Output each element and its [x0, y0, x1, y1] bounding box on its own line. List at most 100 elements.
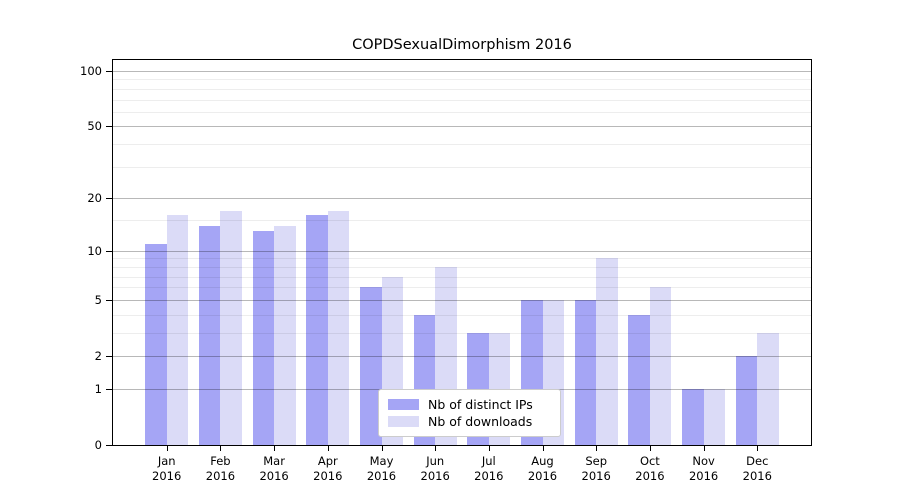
xtick-year-nov: 2016 — [688, 469, 719, 483]
legend-swatch-distinct-ips — [388, 399, 419, 410]
xtick-year-aug: 2016 — [527, 469, 558, 483]
xtick-mark-dec — [757, 446, 759, 451]
ytick-mark-0 — [106, 445, 112, 446]
bar-sep-ips — [574, 299, 597, 445]
xtick-label-jul: Jul 2016 — [459, 454, 519, 484]
ytick-mark-50 — [106, 126, 112, 128]
gridline-major-5 — [113, 299, 811, 301]
bar-oct-ips — [628, 314, 650, 445]
gridline-major-100 — [113, 71, 811, 72]
gridline-minor-8 — [113, 266, 811, 268]
xtick-year-dec: 2016 — [742, 469, 772, 483]
legend: Nb of distinct IPs Nb of downloads — [378, 389, 561, 437]
gridline-major-10 — [113, 250, 811, 252]
xtick-year-apr: 2016 — [313, 469, 343, 483]
xtick-month-jan: Jan — [157, 454, 176, 468]
xtick-mark-jan — [166, 446, 168, 451]
xtick-month-jun: Jun — [426, 454, 445, 468]
xtick-label-aug: Aug 2016 — [513, 454, 573, 484]
xtick-year-jun: 2016 — [420, 469, 450, 483]
xtick-mark-jul — [488, 446, 490, 451]
xtick-label-oct: Oct 2016 — [620, 454, 680, 484]
xtick-label-sep: Sep 2016 — [566, 454, 626, 484]
ytick-label-1: 1 — [94, 381, 102, 396]
gridline-minor-70 — [113, 99, 811, 101]
ytick-label-0: 0 — [94, 438, 102, 452]
bar-feb-ips — [198, 225, 221, 445]
ytick-label-10: 10 — [87, 243, 102, 258]
xtick-year-feb: 2016 — [205, 469, 236, 483]
xtick-year-sep: 2016 — [581, 469, 611, 483]
xtick-mark-may — [381, 446, 383, 451]
gridline-minor-9 — [113, 258, 811, 260]
legend-swatch-downloads — [388, 416, 419, 427]
bar-jan-downloads — [166, 215, 189, 445]
gridline-minor-60 — [113, 111, 811, 113]
xtick-month-jul: Jul — [481, 454, 496, 468]
gridline-minor-30 — [113, 166, 811, 168]
bar-apr-downloads — [327, 210, 350, 445]
xtick-month-sep: Sep — [585, 454, 608, 468]
ytick-mark-5 — [106, 299, 112, 301]
gridline-major-50 — [113, 126, 811, 128]
xtick-mark-apr — [327, 446, 329, 451]
gridline-major-20 — [113, 198, 811, 200]
gridline-minor-40 — [113, 144, 811, 146]
ytick-label-50: 50 — [87, 119, 102, 134]
xtick-label-jan: Jan 2016 — [137, 454, 197, 484]
gridline-minor-4 — [113, 314, 811, 316]
xtick-label-mar: Mar 2016 — [244, 454, 304, 484]
xtick-month-nov: Nov — [692, 454, 715, 468]
xtick-mark-oct — [649, 446, 651, 451]
bar-dec-ips — [735, 356, 758, 445]
ytick-mark-10 — [106, 250, 112, 252]
xtick-mark-jun — [435, 446, 437, 451]
legend-item-downloads: Nb of downloads — [388, 413, 551, 430]
bar-sep-downloads — [596, 258, 618, 445]
legend-label-downloads: Nb of downloads — [428, 414, 533, 429]
xtick-mark-sep — [596, 446, 598, 451]
ytick-mark-100 — [106, 71, 112, 72]
xtick-month-may: May — [369, 454, 394, 468]
gridline-minor-7 — [113, 276, 811, 278]
xtick-mark-feb — [220, 446, 222, 451]
legend-label-distinct-ips: Nb of distinct IPs — [428, 397, 533, 412]
ytick-label-5: 5 — [94, 292, 102, 307]
xtick-month-apr: Apr — [317, 454, 338, 468]
bar-jan-ips — [145, 243, 167, 445]
gridline-minor-80 — [113, 88, 811, 90]
bar-mar-ips — [252, 231, 275, 445]
xtick-label-dec: Dec 2016 — [727, 454, 787, 484]
bar-feb-downloads — [220, 210, 242, 445]
xtick-year-jul: 2016 — [474, 469, 504, 483]
bar-dec-downloads — [757, 332, 779, 445]
bar-nov-ips — [682, 388, 704, 445]
ytick-label-100: 100 — [80, 64, 102, 78]
xtick-year-jan: 2016 — [152, 469, 182, 483]
xtick-month-feb: Feb — [210, 454, 231, 468]
xtick-year-mar: 2016 — [259, 469, 289, 483]
gridline-minor-6 — [113, 287, 811, 289]
legend-item-distinct-ips: Nb of distinct IPs — [388, 396, 551, 413]
gridline-minor-90 — [113, 79, 811, 81]
ytick-label-2: 2 — [94, 349, 102, 363]
xtick-label-apr: Apr 2016 — [298, 454, 358, 484]
xtick-label-jun: Jun 2016 — [405, 454, 465, 484]
xtick-month-mar: Mar — [263, 454, 285, 468]
ytick-mark-1 — [106, 388, 112, 390]
xtick-mark-nov — [703, 446, 705, 451]
chart-title: COPDSexualDimorphism 2016 — [352, 37, 572, 53]
gridline-major-2 — [113, 356, 811, 357]
xtick-month-oct: Oct — [639, 454, 660, 468]
xtick-year-oct: 2016 — [635, 469, 665, 483]
xtick-month-aug: Aug — [531, 454, 554, 468]
xtick-year-may: 2016 — [366, 469, 397, 483]
bar-oct-downloads — [649, 287, 672, 445]
xtick-label-nov: Nov 2016 — [674, 454, 734, 484]
bar-apr-ips — [306, 215, 328, 445]
bar-mar-downloads — [274, 225, 296, 445]
xtick-mark-aug — [542, 446, 544, 451]
ytick-mark-20 — [106, 198, 112, 200]
ytick-label-20: 20 — [87, 191, 102, 206]
